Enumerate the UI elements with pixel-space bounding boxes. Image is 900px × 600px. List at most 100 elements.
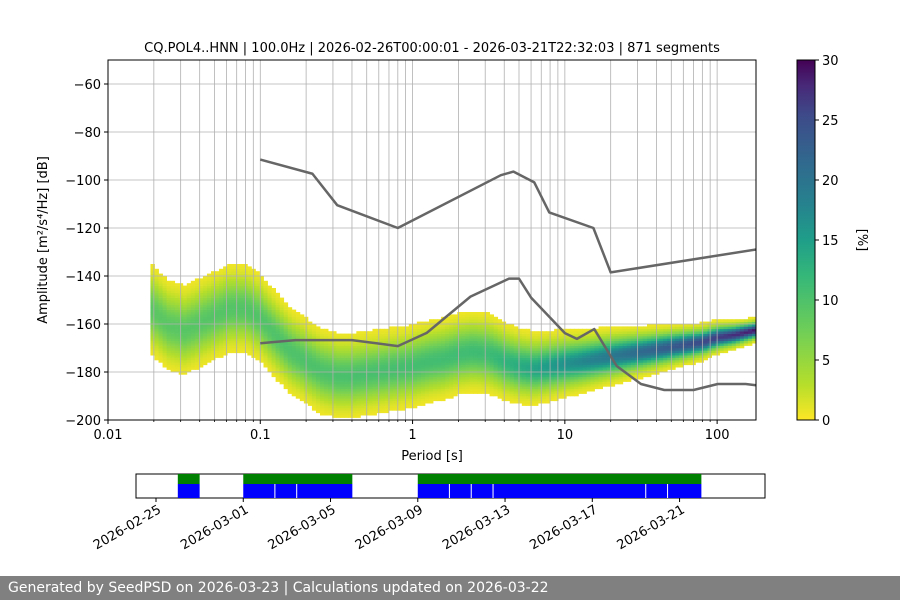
heatmap-cell [190,280,196,284]
heatmap-cell [388,350,394,354]
heatmap-cell [295,362,301,366]
heatmap-cell [622,343,628,346]
heatmap-cell [582,338,587,342]
colorbar-tick-label: 0 [822,414,830,429]
heatmap-cell [166,348,172,351]
heatmap-cell [162,326,167,330]
heatmap-cell [158,345,163,349]
heatmap-cell [190,326,196,330]
heatmap-cell [590,331,595,334]
heatmap-cell [533,331,539,334]
heatmap-cell [154,324,159,327]
heatmap-cell [356,350,361,354]
heatmap-cell [219,292,224,296]
heatmap-cell [384,331,390,334]
heatmap-cell [186,343,192,346]
timeline-tick-label: 2026-03-21 [615,502,688,553]
heatmap-cell [198,360,204,363]
heatmap-cell [606,333,612,337]
heatmap-cell [489,374,494,378]
heatmap-cell [352,374,357,378]
heatmap-cell [529,376,535,380]
heatmap-cell [320,345,325,349]
heatmap-cell [683,355,688,358]
heatmap-cell [424,398,430,402]
heatmap-cell [659,331,664,334]
heatmap-cell [344,345,349,349]
heatmap-cell [162,357,167,361]
heatmap-cell [429,340,434,344]
heatmap-cell [247,338,252,342]
heatmap-cell [275,328,281,332]
heatmap-cell [211,297,216,301]
heatmap-cell [190,357,196,361]
heatmap-cell [307,398,313,402]
heatmap-cell [182,352,188,356]
heatmap-cell [457,328,462,332]
heatmap-cell [182,319,188,322]
heatmap-cell [489,324,494,327]
heatmap-cell [279,333,285,337]
heatmap-cell [150,273,155,277]
heatmap-cell [445,333,450,337]
heatmap-cell [247,350,252,354]
heatmap-cell [255,297,260,301]
heatmap-cell [299,355,305,358]
heatmap-cell [416,360,422,363]
heatmap-cell [578,388,583,392]
heatmap-cell [328,364,333,368]
heatmap-cell [525,379,531,382]
heatmap-cell [453,362,458,366]
heatmap-cell [578,369,583,373]
heatmap-cell [315,379,321,382]
heatmap-cell [711,333,717,337]
heatmap-cell [602,381,608,385]
heatmap-cell [307,348,313,351]
heatmap-cell [158,290,163,294]
heatmap-cell [174,302,180,306]
heatmap-cell [582,350,587,354]
heatmap-cell [231,328,236,332]
heatmap-cell [344,360,349,363]
heatmap-cell [429,367,434,370]
heatmap-cell [521,355,527,358]
heatmap-cell [735,319,741,322]
heatmap-cell [170,321,176,325]
heatmap-cell [182,328,188,332]
heatmap-cell [408,324,414,327]
heatmap-cell [287,352,293,356]
heatmap-cell [231,292,236,296]
heatmap-cell [154,331,159,334]
heatmap-cell [598,364,603,368]
heatmap-cell [211,340,216,344]
heatmap-cell [186,333,192,337]
heatmap-cell [420,398,426,402]
heatmap-cell [263,343,268,346]
heatmap-cell [416,367,422,370]
heatmap-cell [336,345,341,349]
heatmap-cell [227,316,232,320]
heatmap-cell [211,324,216,327]
heatmap-cell [404,372,410,375]
heatmap-cell [529,398,535,402]
y-tick-label: −120 [65,222,101,237]
heatmap-cell [162,362,167,366]
heatmap-cell [198,319,204,322]
heatmap-cell [513,391,519,394]
heatmap-cell [186,352,192,356]
heatmap-cell [679,348,684,351]
heatmap-cell [424,340,430,344]
heatmap-cell [538,360,543,363]
heatmap-cell [554,369,559,373]
heatmap-cell [388,405,394,409]
heatmap-cell [441,391,446,394]
heatmap-cell [166,295,172,298]
heatmap-cell [485,388,490,392]
heatmap-cell [594,372,599,375]
heatmap-cell [505,343,511,346]
heatmap-cell [578,343,583,346]
heatmap-cell [283,324,289,327]
heatmap-cell [384,348,390,351]
heatmap-cell [461,316,466,320]
heatmap-cell [328,391,333,394]
